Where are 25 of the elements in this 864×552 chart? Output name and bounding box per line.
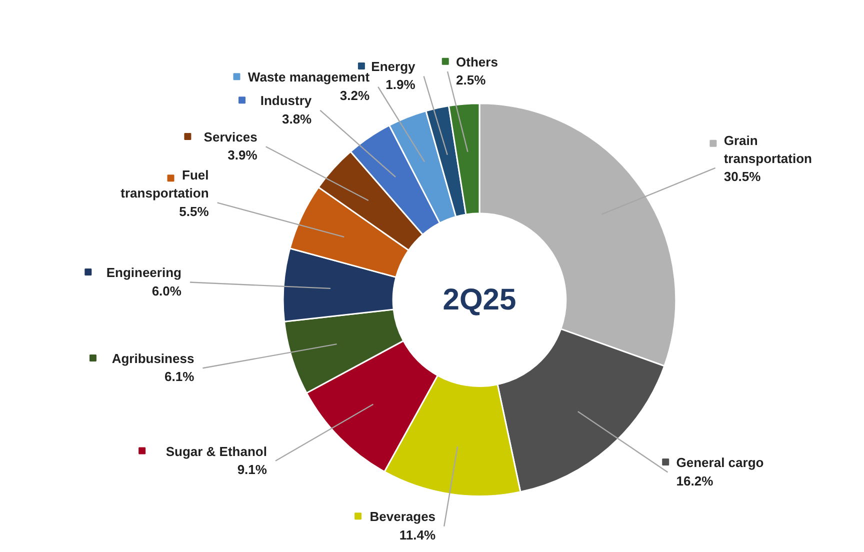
legend-label: Sugar & Ethanol bbox=[166, 444, 267, 459]
data-label: 11.4% bbox=[399, 527, 436, 542]
data-label: 3.8% bbox=[282, 111, 312, 126]
text: 2Q25 bbox=[442, 283, 516, 316]
legend-label: Industry bbox=[260, 93, 312, 108]
data-label: 9.1% bbox=[237, 462, 268, 477]
legend-label: Waste management bbox=[248, 70, 370, 85]
data-label: 16.2% bbox=[676, 473, 714, 488]
data-label: 2.5% bbox=[456, 72, 486, 88]
legend-label: Engineering bbox=[106, 265, 182, 280]
legend-label: Agribusiness bbox=[112, 351, 194, 366]
legend-label: General cargo bbox=[676, 455, 764, 470]
data-label: 6.0% bbox=[152, 283, 182, 298]
data-label: 3.2% bbox=[340, 88, 370, 103]
legend-label: Energy bbox=[371, 59, 416, 74]
legend-label: Others bbox=[456, 54, 498, 70]
data-label: 6.1% bbox=[164, 369, 195, 384]
legend-label: Grain transportation bbox=[724, 132, 812, 166]
data-label: 5.5% bbox=[179, 204, 210, 219]
legend-label: Services bbox=[204, 130, 258, 144]
data-label: 30.5% bbox=[724, 169, 762, 184]
data-label: 3.9% bbox=[228, 148, 258, 163]
legend-label: Beverages bbox=[370, 509, 436, 524]
data-label: 1.9% bbox=[386, 77, 416, 92]
legend-label: Fuel transportation bbox=[120, 168, 209, 201]
